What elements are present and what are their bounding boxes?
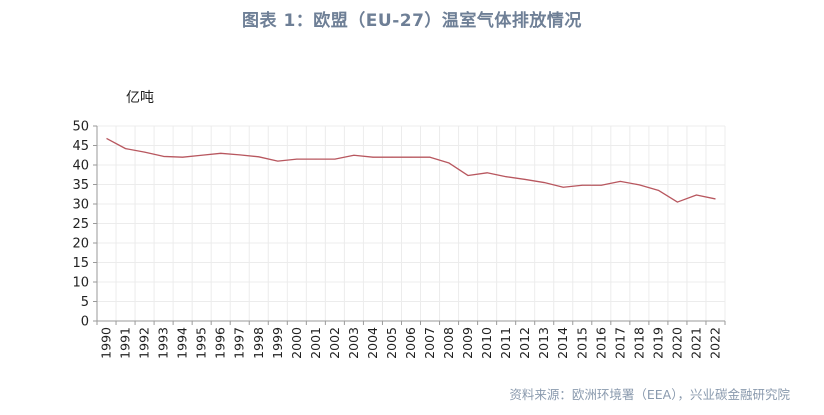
x-tick-label: 1995 xyxy=(194,327,209,359)
data-point xyxy=(524,178,526,180)
y-tick-label: 25 xyxy=(72,217,89,232)
chart-title: 图表 1：欧盟（EU-27）温室气体排放情况 xyxy=(242,11,582,31)
x-tick-label: 2009 xyxy=(460,327,475,359)
y-axis-ticks: 0 5 10 15 20 25 30 35 40 45 50 xyxy=(72,120,89,330)
x-tick-label: 1998 xyxy=(251,327,266,359)
data-point xyxy=(258,156,260,158)
series-line-0 xyxy=(106,137,716,203)
data-point xyxy=(486,172,488,174)
x-tick-label: 2010 xyxy=(479,327,494,359)
y-tick-label: 0 xyxy=(81,315,89,330)
data-point xyxy=(543,181,545,183)
data-point xyxy=(143,151,145,153)
y-tick-label: 15 xyxy=(72,256,89,271)
data-point xyxy=(239,154,241,156)
data-point xyxy=(181,156,183,158)
x-tick-label: 2019 xyxy=(650,327,665,359)
data-point xyxy=(714,198,716,200)
x-tick-label: 2001 xyxy=(308,327,323,359)
x-tick-label: 2021 xyxy=(688,327,703,359)
data-point xyxy=(676,201,678,203)
data-point xyxy=(124,147,126,149)
x-tick-label: 2007 xyxy=(422,327,437,359)
y-tick-label: 50 xyxy=(72,120,89,135)
x-tick-label: 1993 xyxy=(156,327,171,359)
data-point xyxy=(581,184,583,186)
x-tick-label: 1991 xyxy=(118,327,133,359)
x-tick-label: 1996 xyxy=(213,327,228,359)
data-point xyxy=(391,156,393,158)
data-point xyxy=(448,162,450,164)
data-point xyxy=(219,152,221,154)
data-point xyxy=(638,184,640,186)
data-point xyxy=(105,137,107,139)
x-tick-label: 2003 xyxy=(346,327,361,359)
x-tick-label: 2006 xyxy=(403,327,418,359)
x-tick-label: 2002 xyxy=(327,327,342,359)
data-point xyxy=(695,194,697,196)
data-point xyxy=(372,156,374,158)
source-note: 资料来源：欧洲环境署（EEA），兴业碳金融研究院 xyxy=(509,387,790,402)
x-axis-ticks: 1990 1991 1992 1993 1994 1995 1996 1997 1998 1999… xyxy=(99,327,723,359)
data-point xyxy=(277,160,279,162)
x-tick-label: 1990 xyxy=(99,327,114,359)
data-point xyxy=(296,158,298,160)
x-tick-label: 2014 xyxy=(555,327,570,359)
x-tick-label: 2000 xyxy=(289,327,304,359)
x-tick-label: 2012 xyxy=(517,327,532,359)
y-tick-label: 10 xyxy=(72,276,89,291)
data-point xyxy=(353,154,355,156)
data-point xyxy=(410,156,412,158)
data-point xyxy=(429,156,431,158)
x-tick-label: 2017 xyxy=(612,327,627,359)
gridlines xyxy=(97,125,726,321)
x-tick-label: 1997 xyxy=(232,327,247,359)
x-tick-label: 2013 xyxy=(536,327,551,359)
y-tick-label: 5 xyxy=(81,295,89,310)
x-tick-label: 2004 xyxy=(365,327,380,359)
y-tick-label: 30 xyxy=(72,198,89,213)
y-tick-label: 40 xyxy=(72,159,89,174)
data-point xyxy=(200,154,202,156)
series-layer xyxy=(105,137,716,203)
data-point xyxy=(315,158,317,160)
data-point xyxy=(562,186,564,188)
data-point xyxy=(657,189,659,191)
x-tick-label: 1999 xyxy=(270,327,285,359)
data-point xyxy=(619,180,621,182)
y-axis-unit-label: 亿吨 xyxy=(126,90,154,106)
y-tick-label: 35 xyxy=(72,178,89,193)
x-tick-label: 2008 xyxy=(441,327,456,359)
x-tick-label: 2016 xyxy=(593,327,608,359)
x-tick-label: 2011 xyxy=(498,327,513,359)
data-point xyxy=(162,155,164,157)
y-tick-label: 20 xyxy=(72,237,89,252)
x-tick-label: 2022 xyxy=(707,327,722,359)
data-point xyxy=(600,184,602,186)
data-point xyxy=(334,158,336,160)
x-tick-label: 2018 xyxy=(631,327,646,359)
data-point xyxy=(467,174,469,176)
axes xyxy=(93,125,726,325)
x-tick-label: 1994 xyxy=(175,327,190,359)
x-tick-label: 2005 xyxy=(384,327,399,359)
x-tick-label: 2020 xyxy=(669,327,684,359)
data-point xyxy=(505,176,507,178)
x-tick-label: 2015 xyxy=(574,327,589,359)
x-tick-label: 1992 xyxy=(137,327,152,359)
y-tick-label: 45 xyxy=(72,139,89,154)
